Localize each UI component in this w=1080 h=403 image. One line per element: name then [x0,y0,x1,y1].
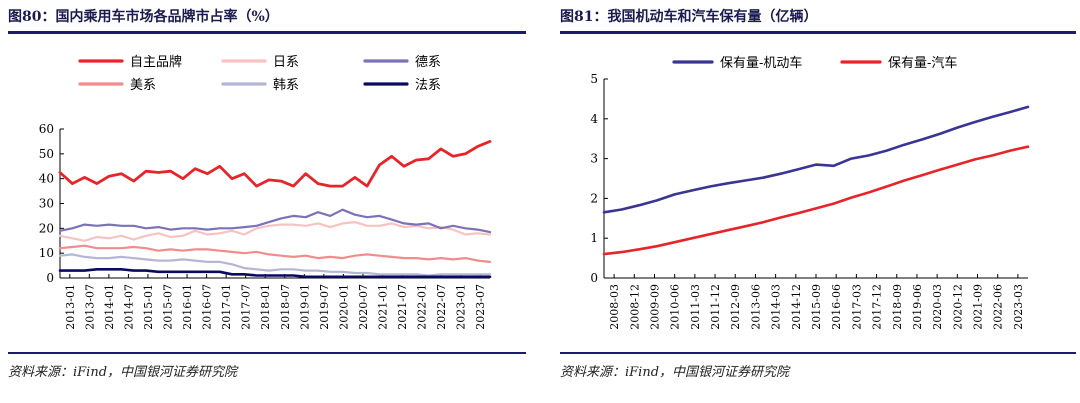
x-tick-label: 2023-03 [1012,284,1025,330]
chart-title: 图81：我国机动车和汽车保有量（亿辆） [560,9,818,25]
y-tick-label: 0 [46,271,54,285]
legend-label: 韩系 [273,78,299,93]
y-tick-label: 3 [590,152,598,166]
series-line-1 [602,105,1030,214]
x-tick-label: 2019-01 [298,284,311,330]
y-tick-label: 10 [39,246,54,260]
x-tick-label: 2016-06 [830,284,843,330]
y-tick-label: 30 [39,197,54,211]
series-line-6 [58,268,492,279]
x-tick-label: 2020-07 [357,284,370,330]
x-tick-label: 2017-12 [871,284,884,330]
x-tick-label: 2017-03 [850,284,863,330]
y-tick-label: 0 [590,271,598,285]
legend-label: 日系 [273,55,299,70]
x-tick-label: 2014-03 [770,284,783,330]
series-line-2 [58,221,492,242]
x-tick-label: 2020-03 [931,284,944,330]
x-tick-label: 2022-06 [992,284,1005,330]
x-tick-label: 2015-09 [810,284,823,330]
series-line-4 [58,244,492,263]
x-tick-label: 2018-01 [259,284,272,330]
series-line-1 [58,140,492,188]
x-tick-label: 2016-07 [201,284,214,330]
y-tick-label: 40 [39,172,54,186]
legend-label: 法系 [415,78,441,93]
x-tick-label: 2022-01 [416,284,429,330]
x-tick-label: 2016-01 [181,284,194,330]
x-tick-label: 2020-12 [951,284,964,330]
legend-label: 自主品牌 [130,54,182,70]
x-tick-label: 2020-01 [337,284,350,330]
y-tick-label: 20 [39,221,54,235]
legend-label: 美系 [130,78,156,93]
chart-title: 图80：国内乘用车市场各品牌市占率（%） [8,9,279,25]
x-tick-label: 2021-01 [377,284,390,330]
x-tick-label: 2014-07 [122,284,135,330]
x-tick-label: 2019-07 [318,284,331,330]
x-tick-label: 2009-09 [648,284,661,330]
legend-label: 德系 [415,55,441,70]
x-tick-label: 2011-03 [689,284,702,330]
source-note: 资料来源：iFind，中国银河证券研究院 [8,365,238,380]
x-tick-label: 2017-07 [240,284,253,330]
x-tick-label: 2010-06 [669,284,682,330]
x-tick-label: 2018-07 [279,284,292,330]
x-tick-label: 2012-09 [729,284,742,330]
series-line-5 [58,253,492,277]
x-tick-label: 2015-01 [142,284,155,330]
x-tick-label: 2013-01 [64,284,77,330]
x-tick-label: 2019-06 [911,284,924,330]
x-tick-label: 2022-07 [435,284,448,330]
y-tick-label: 50 [39,147,54,161]
bottom-rule [560,352,1076,354]
title-rule [8,31,526,34]
y-tick-label: 1 [590,231,598,245]
x-tick-label: 2023-07 [474,284,487,330]
x-tick-label: 2013-07 [83,284,96,330]
bottom-rule [8,352,526,354]
x-tick-label: 2014-01 [103,284,116,330]
x-tick-label: 2021-07 [396,284,409,330]
series-line-2 [602,145,1030,256]
legend-label: 保有量-机动车 [720,55,802,71]
y-tick-label: 4 [590,112,598,126]
x-tick-label: 2015-07 [162,284,175,330]
series-line-3 [58,208,492,234]
x-tick-label: 2008-03 [608,284,621,330]
left-chart-panel: 图80：国内乘用车市场各品牌市占率（%） 0 10 20 30 40 50 60 2013-0… [0,0,530,403]
x-tick-label: 2014-12 [790,284,803,330]
y-tick-label: 2 [590,191,598,205]
x-tick-label: 2023-01 [455,284,468,330]
legend-label: 保有量-汽车 [888,55,957,71]
y-tick-label: 5 [590,72,598,86]
title-rule [560,31,1076,34]
x-tick-label: 2021-09 [972,284,985,330]
x-tick-label: 2018-09 [891,284,904,330]
x-tick-label: 2008-12 [628,284,641,330]
source-note: 资料来源：iFind，中国银河证券研究院 [560,365,790,380]
y-tick-label: 60 [39,122,54,136]
x-tick-label: 2017-01 [220,284,233,330]
market-share-chart: 0 10 20 30 40 50 60 2013-01 2013-07 2014-01 2014-0… [39,54,492,330]
x-tick-label: 2013-06 [749,284,762,330]
x-tick-label: 2011-12 [709,284,722,330]
right-chart-panel: 图81：我国机动车和汽车保有量（亿辆） 0 1 2 3 4 5 2008-03 2008-12… [552,0,1080,403]
vehicle-stock-chart: 0 1 2 3 4 5 2008-03 2008-12 2009-09 2010-06 2011-0… [590,55,1030,330]
